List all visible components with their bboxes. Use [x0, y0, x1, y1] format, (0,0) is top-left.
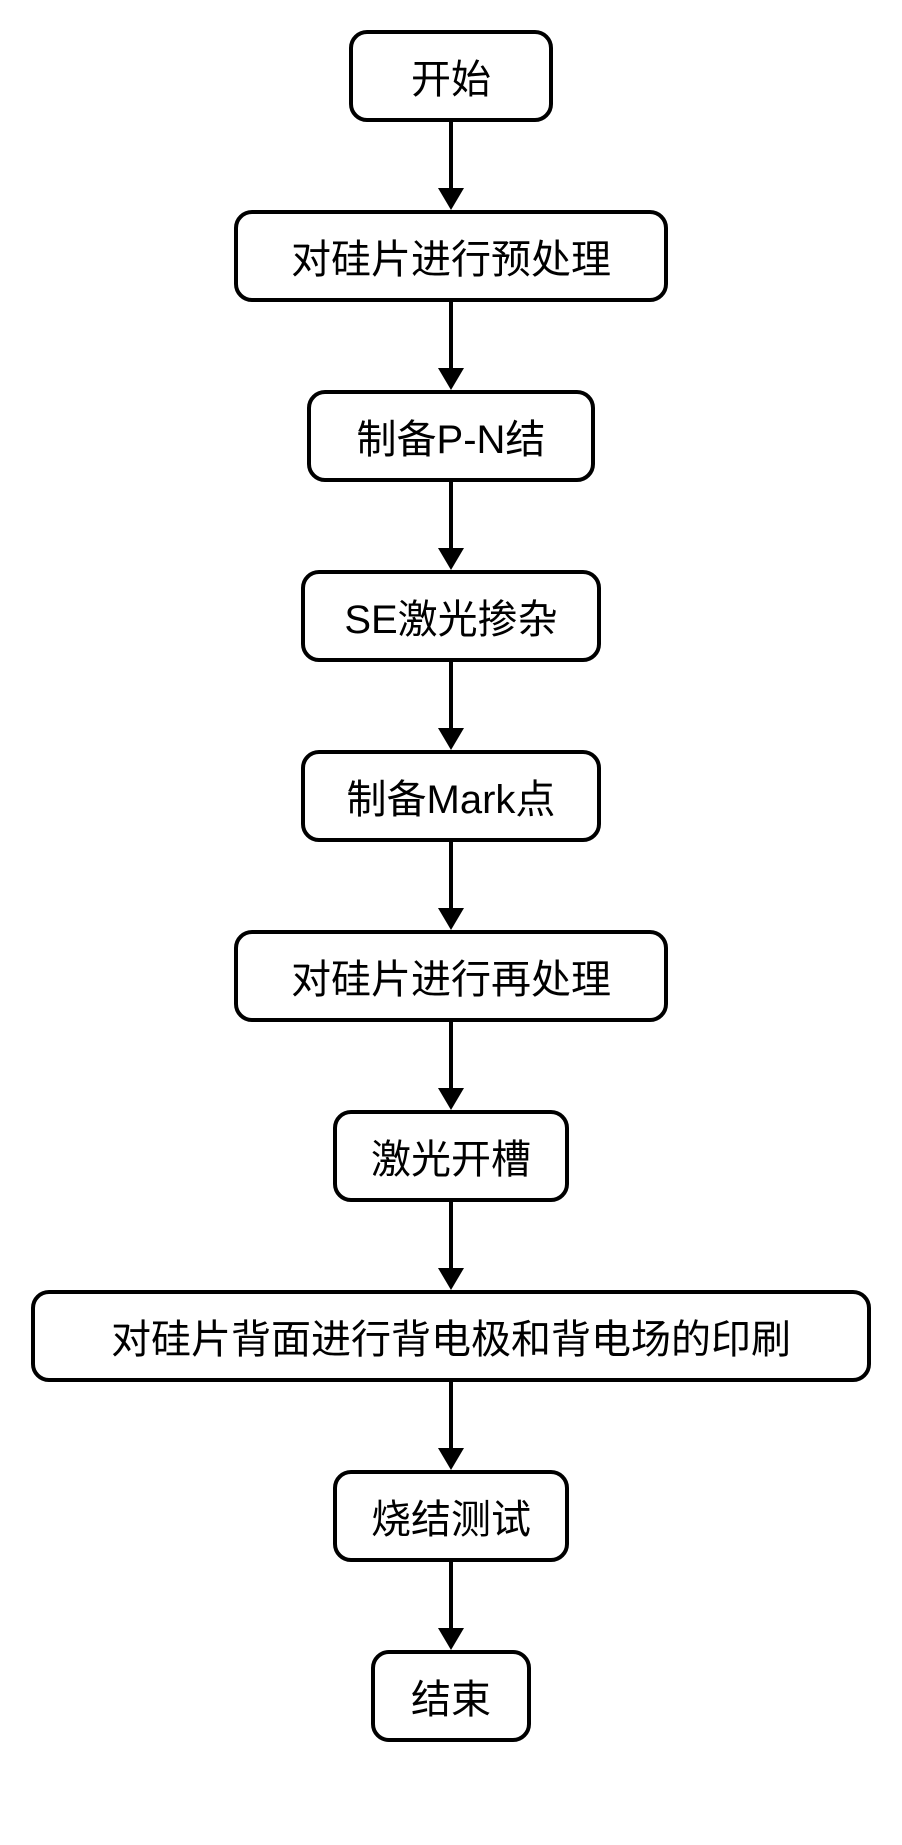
flowchart-node: 烧结测试 [333, 1470, 569, 1562]
flowchart-arrow [438, 302, 464, 390]
flowchart-node: 对硅片进行再处理 [234, 930, 668, 1022]
arrow-line [449, 662, 453, 728]
node-label: 制备P-N结 [357, 407, 546, 465]
flowchart-node: 结束 [371, 1650, 531, 1742]
node-label: 开始 [411, 47, 491, 105]
arrow-head-icon [438, 188, 464, 210]
arrow-head-icon [438, 548, 464, 570]
arrow-line [449, 482, 453, 548]
arrow-head-icon [438, 728, 464, 750]
flowchart-node: 制备P-N结 [307, 390, 595, 482]
arrow-line [449, 842, 453, 908]
node-label: 对硅片背面进行背电极和背电场的印刷 [111, 1307, 791, 1365]
node-label: 激光开槽 [371, 1127, 531, 1185]
flowchart-arrow [438, 842, 464, 930]
flowchart-node: 开始 [349, 30, 553, 122]
arrow-head-icon [438, 1628, 464, 1650]
flowchart-container: 开始对硅片进行预处理制备P-N结 SE激光掺杂制备Mark点对硅片进行再处理激光开… [31, 0, 871, 1742]
node-label: SE激光掺杂 [344, 587, 557, 645]
flowchart-arrow [438, 122, 464, 210]
node-label: 对硅片进行再处理 [291, 947, 611, 1005]
flowchart-node: 对硅片背面进行背电极和背电场的印刷 [31, 1290, 871, 1382]
node-label: 烧结测试 [371, 1487, 531, 1545]
arrow-line [449, 122, 453, 188]
arrow-head-icon [438, 1268, 464, 1290]
arrow-head-icon [438, 908, 464, 930]
flowchart-arrow [438, 662, 464, 750]
arrow-line [449, 1562, 453, 1628]
flowchart-arrow [438, 1202, 464, 1290]
arrow-line [449, 1022, 453, 1088]
arrow-head-icon [438, 1088, 464, 1110]
arrow-head-icon [438, 1448, 464, 1470]
node-label: 结束 [411, 1667, 491, 1725]
node-label: 对硅片进行预处理 [291, 227, 611, 285]
arrow-line [449, 1382, 453, 1448]
flowchart-node: 对硅片进行预处理 [234, 210, 668, 302]
node-label: 制备Mark点 [347, 767, 556, 825]
arrow-line [449, 302, 453, 368]
flowchart-arrow [438, 482, 464, 570]
flowchart-node: 制备Mark点 [301, 750, 601, 842]
flowchart-arrow [438, 1022, 464, 1110]
flowchart-node: SE激光掺杂 [301, 570, 601, 662]
arrow-line [449, 1202, 453, 1268]
flowchart-arrow [438, 1382, 464, 1470]
flowchart-arrow [438, 1562, 464, 1650]
flowchart-node: 激光开槽 [333, 1110, 569, 1202]
arrow-head-icon [438, 368, 464, 390]
